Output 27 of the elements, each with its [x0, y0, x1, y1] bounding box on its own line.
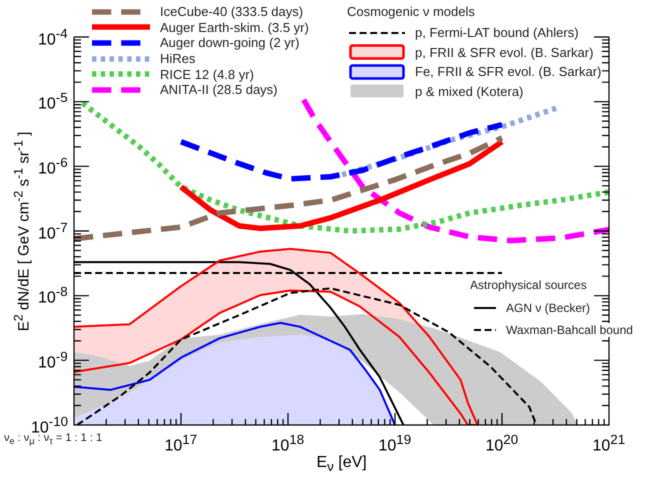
y-tick-label: 10$^{-7}$ [38, 220, 68, 242]
legend-label: p, FRII & SFR evol. (B. Sarkar) [415, 44, 594, 60]
y-tick-label: 10$^{-8}$ [38, 284, 68, 306]
legend-label: Fe, FRII & SFR evol. (B. Sarkar) [415, 64, 602, 80]
legend-label: Auger Earth-skim. (3.5 yr) [160, 20, 309, 35]
legend-label: HiRes [160, 51, 196, 66]
y-tick-label: 10$^{-5}$ [38, 90, 68, 112]
legend-label: p, Fermi-LAT bound (Ahlers) [415, 25, 579, 40]
legend-label: p & mixed (Kotera) [415, 84, 524, 99]
legend-label: Auger down-going (2 yr) [160, 35, 300, 50]
x-tick-label: 10$^{17}$ [164, 432, 198, 454]
text: Cosmogenic ν models [347, 4, 475, 19]
x-tick-label: 10$^{18}$ [272, 432, 304, 454]
text: ν$_{e}$ : ν$_{μ}$ : ν$_{τ}$ = 1 : 1 : 1 [4, 432, 102, 446]
x-tick-label: 10$^{21}$ [592, 432, 626, 454]
annotation: Astrophysical sources [470, 278, 587, 292]
legend-label: IceCube-40 (333.5 days) [160, 4, 304, 20]
legend-label: AGN ν (Becker) [506, 301, 590, 315]
y-tick-label: 10$^{-4}$ [38, 26, 68, 48]
x-axis-title: E$_{ν}$ [eV] [316, 454, 367, 474]
y-tick-label: 10$^{-6}$ [38, 154, 68, 178]
legend-label: ANITA-II (28.5 days) [160, 82, 278, 98]
legend-label: Waxman-Bahcall bound [506, 323, 633, 337]
x-tick-label: 10$^{20}$ [486, 432, 518, 454]
legend-label: RICE 12 (4.8 yr) [160, 66, 254, 82]
y-tick-label: 10$^{-9}$ [38, 348, 68, 372]
x-tick-label: 10$^{19}$ [378, 432, 412, 454]
